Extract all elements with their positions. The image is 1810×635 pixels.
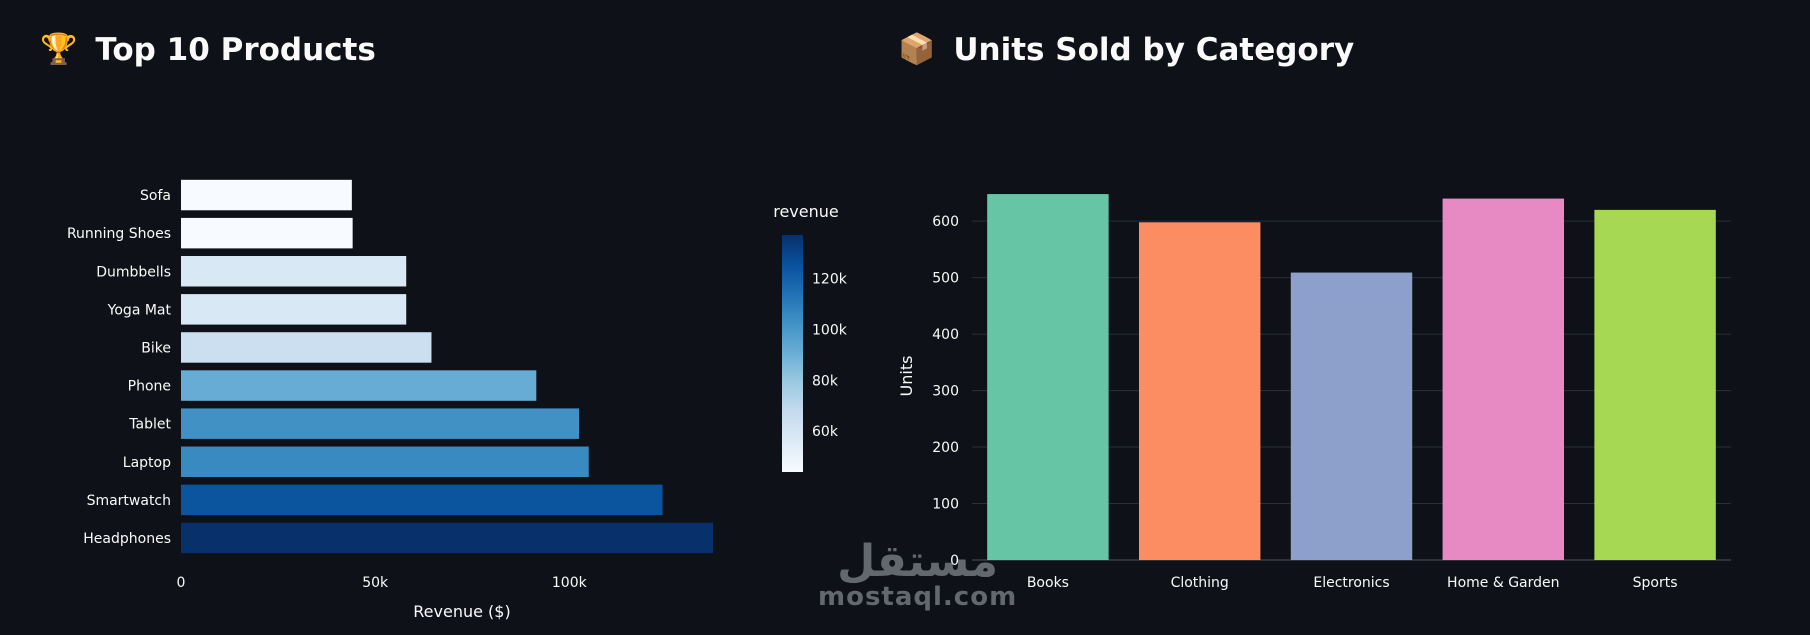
bar-phone xyxy=(181,370,537,401)
x-axis-title: Revenue ($) xyxy=(413,602,510,621)
package-icon: 📦 xyxy=(898,32,936,67)
units-by-category-chart: 0 100 200 300 400 500 600 Books Clothing Electron… xyxy=(897,194,1731,591)
bar-dumbbells xyxy=(181,256,407,287)
x-tick-label: 0 xyxy=(177,575,186,591)
colorbar-tick-label: 60k xyxy=(812,424,839,440)
category-label-headphones: Headphones xyxy=(83,531,171,547)
watermark-latin: mostaql.com xyxy=(818,582,1018,612)
bar-laptop xyxy=(181,446,589,477)
mostaql-watermark: مستقل mostaql.com xyxy=(818,536,1018,612)
bar-yoga-mat xyxy=(181,294,407,325)
top-products-chart: Sofa Running Shoes Dumbbells Yoga Mat Bike Ph… xyxy=(67,179,713,621)
category-label-home-garden: Home & Garden xyxy=(1447,575,1559,591)
units-by-category-title: 📦 Units Sold by Category xyxy=(898,32,1354,68)
top-products-title: 🏆 Top 10 Products xyxy=(40,32,376,68)
y-tick-label: 100 xyxy=(932,497,959,513)
colorbar-gradient xyxy=(782,235,803,472)
x-tick-label: 50k xyxy=(362,575,389,591)
bar-sports xyxy=(1594,209,1716,560)
category-label-sports: Sports xyxy=(1633,575,1678,591)
bar-electronics xyxy=(1290,272,1413,560)
x-tick-label: 100k xyxy=(552,575,588,591)
y-axis-title: Units xyxy=(897,356,916,397)
colorbar-tick-label: 80k xyxy=(812,373,839,389)
y-tick-label: 200 xyxy=(932,440,959,456)
colorbar-title: revenue xyxy=(773,202,839,221)
bar-tablet xyxy=(181,408,580,439)
y-tick-label: 400 xyxy=(932,327,959,343)
bar-books xyxy=(987,194,1109,560)
y-tick-label: 600 xyxy=(932,214,959,230)
category-label-clothing: Clothing xyxy=(1171,575,1229,591)
bar-headphones xyxy=(181,522,713,554)
category-label-sofa: Sofa xyxy=(140,188,171,204)
category-label-electronics: Electronics xyxy=(1313,575,1389,591)
category-label-tablet: Tablet xyxy=(128,417,171,433)
category-label-running-shoes: Running Shoes xyxy=(67,226,171,242)
category-label-bike: Bike xyxy=(141,340,171,356)
category-label-smartwatch: Smartwatch xyxy=(87,493,171,509)
y-tick-label: 300 xyxy=(932,384,959,400)
category-label-laptop: Laptop xyxy=(123,455,171,471)
bar-clothing xyxy=(1138,222,1261,560)
colorbar-tick-label: 120k xyxy=(812,271,848,287)
bar-running-shoes xyxy=(181,217,353,249)
category-label-dumbbells: Dumbbells xyxy=(96,264,171,280)
units-by-category-title-text: Units Sold by Category xyxy=(953,32,1355,68)
bar-bike xyxy=(181,332,432,363)
category-label-yoga-mat: Yoga Mat xyxy=(107,302,172,318)
y-tick-label: 500 xyxy=(932,271,959,287)
category-label-books: Books xyxy=(1027,575,1069,591)
bar-home-garden xyxy=(1442,198,1565,560)
category-label-phone: Phone xyxy=(128,379,171,395)
bar-smartwatch xyxy=(181,484,663,516)
revenue-colorbar: revenue 60k 80k 100k 120k xyxy=(773,202,848,472)
bar-sofa xyxy=(181,179,352,211)
trophy-icon: 🏆 xyxy=(40,32,78,67)
y-tick-label: 0 xyxy=(950,553,959,569)
watermark-arabic: مستقل xyxy=(837,536,999,587)
top-products-title-text: Top 10 Products xyxy=(95,32,376,68)
colorbar-tick-label: 100k xyxy=(812,322,848,338)
